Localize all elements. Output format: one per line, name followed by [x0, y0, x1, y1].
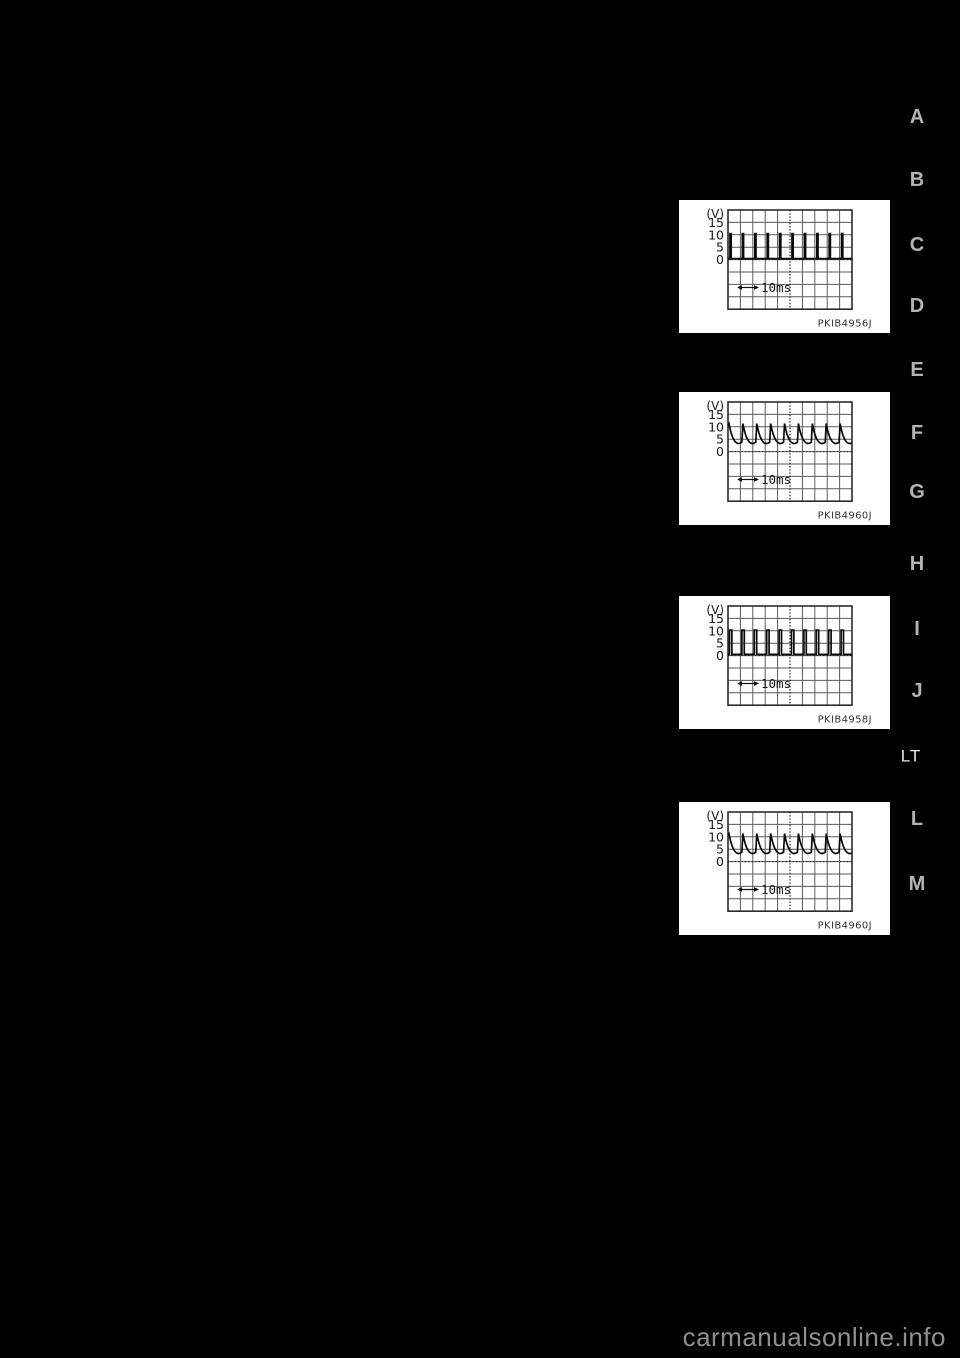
time-per-div-label: 10ms — [761, 280, 791, 295]
y-axis-tick-label: 15 — [708, 817, 724, 832]
section-tab-e: E — [910, 359, 924, 381]
arrow-right-head — [754, 285, 759, 290]
y-axis-tick-label: 10 — [708, 227, 724, 242]
oscilloscope-figure-1: (V) 15 10 5 0 10ms PKIB4956J — [679, 200, 890, 333]
figure-code-label: PKIB4960J — [818, 511, 872, 522]
y-axis-tick-label: 0 — [716, 648, 724, 663]
sawtooth-waveform-trace — [728, 831, 852, 855]
arrow-right-head — [754, 681, 759, 686]
time-per-div-label: 10ms — [761, 882, 791, 897]
section-tab-f: F — [910, 422, 924, 444]
oscilloscope-figure-4: (V) 15 10 5 0 10ms PKIB4960J — [679, 802, 890, 935]
y-axis-unit-label: (V) — [706, 207, 724, 221]
oscilloscope-figure-3: (V) 15 10 5 0 10ms PKIB4958J — [679, 596, 890, 729]
y-axis-tick-label: 10 — [708, 829, 724, 844]
y-axis-tick-label: 15 — [708, 215, 724, 230]
arrow-right-head — [754, 477, 759, 482]
y-axis-unit-label: (V) — [706, 603, 724, 617]
section-tab-d: D — [909, 295, 925, 317]
y-axis-tick-label: 5 — [716, 636, 724, 651]
y-axis-tick-label: 10 — [708, 419, 724, 434]
y-axis-tick-label: 0 — [716, 252, 724, 267]
arrow-left-head — [737, 285, 742, 290]
section-tab-l: L — [910, 808, 924, 830]
time-per-div-label: 10ms — [761, 676, 791, 691]
arrow-right-head — [754, 887, 759, 892]
y-axis-tick-label: 5 — [716, 240, 724, 255]
figure-code-label: PKIB4960J — [818, 921, 872, 932]
y-axis-tick-label: 15 — [708, 611, 724, 626]
y-axis-tick-label: 5 — [716, 842, 724, 857]
section-tab-m: M — [908, 873, 926, 895]
y-axis-tick-label: 15 — [708, 407, 724, 422]
pulse-waveform-trace — [728, 629, 852, 656]
oscilloscope-figure-2: (V) 15 10 5 0 10ms PKIB4960J — [679, 392, 890, 525]
section-tab-g: G — [909, 481, 925, 503]
section-tab-c: C — [909, 234, 925, 256]
time-per-div-label: 10ms — [761, 472, 791, 487]
section-tab-b: B — [909, 169, 925, 191]
y-axis-unit-label: (V) — [706, 809, 724, 823]
section-tab-i: I — [914, 618, 920, 640]
y-axis-tick-label: 0 — [716, 444, 724, 459]
section-tab-j: J — [911, 680, 923, 702]
watermark: carmanualsonline.info — [682, 1322, 946, 1352]
section-tab-lt: LT — [900, 746, 922, 766]
sawtooth-waveform-trace — [728, 421, 852, 445]
arrow-left-head — [737, 887, 742, 892]
figure-code-label: PKIB4956J — [818, 319, 872, 330]
figure-code-label: PKIB4958J — [818, 715, 872, 726]
y-axis-tick-label: 10 — [708, 623, 724, 638]
y-axis-unit-label: (V) — [706, 399, 724, 413]
section-tab-h: H — [909, 553, 925, 575]
y-axis-tick-label: 5 — [716, 432, 724, 447]
arrow-left-head — [737, 681, 742, 686]
y-axis-tick-label: 0 — [716, 854, 724, 869]
arrow-left-head — [737, 477, 742, 482]
pulse-waveform-trace — [728, 232, 852, 260]
section-tab-a: A — [909, 106, 925, 128]
